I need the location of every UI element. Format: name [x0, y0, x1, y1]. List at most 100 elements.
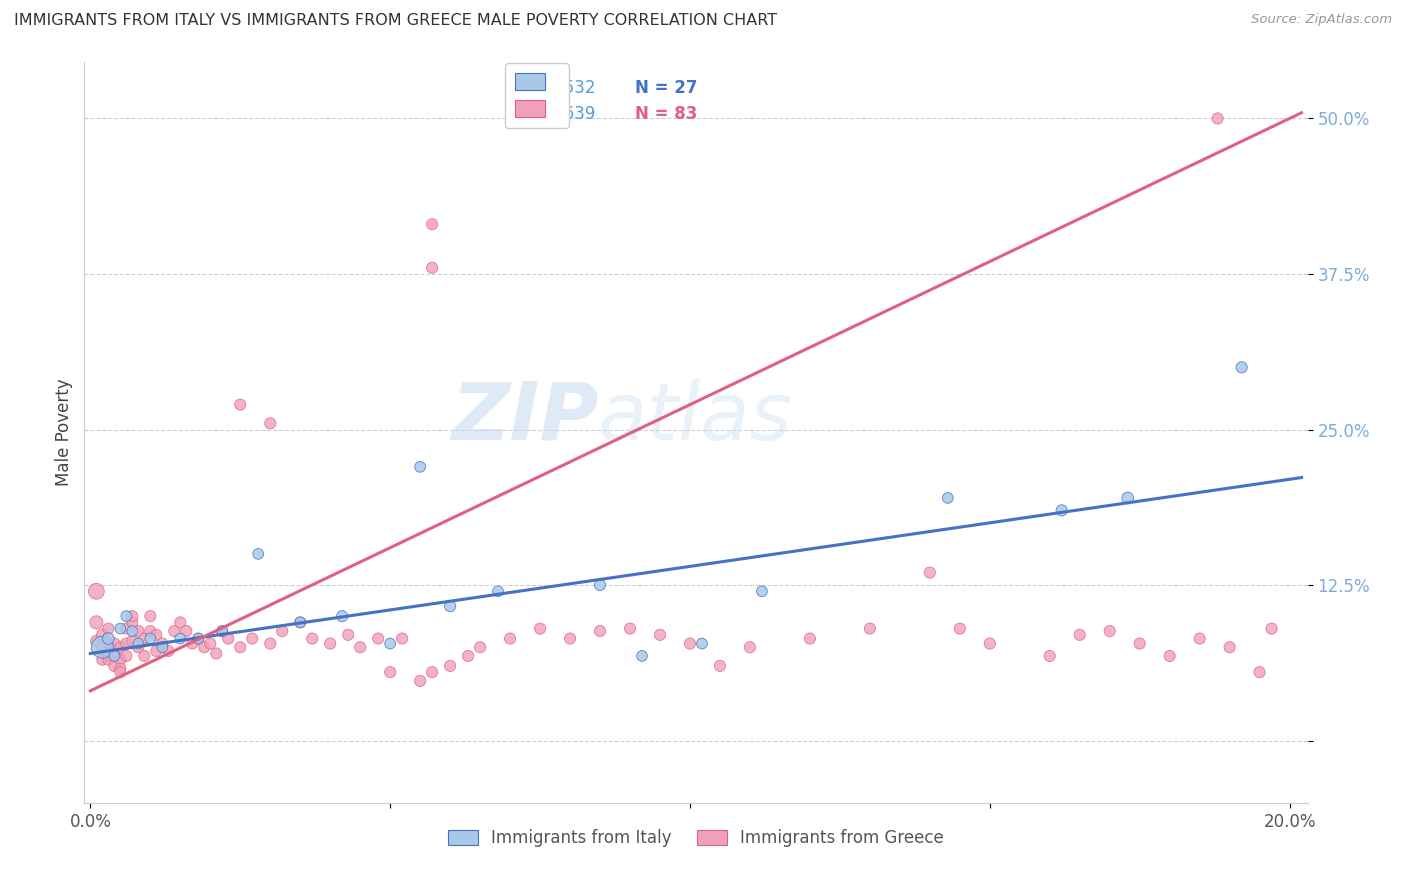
Point	[110, 622, 132, 636]
Point	[139, 609, 162, 624]
Point	[217, 632, 239, 646]
Point	[409, 459, 432, 474]
Point	[169, 632, 191, 646]
Point	[86, 615, 108, 630]
Point	[86, 584, 108, 599]
Point	[127, 636, 149, 650]
Point	[290, 615, 312, 630]
Point	[103, 647, 125, 661]
Point	[648, 628, 671, 642]
Point	[1230, 360, 1253, 375]
Point	[169, 615, 191, 630]
Point	[420, 665, 443, 680]
Point	[211, 624, 233, 638]
Point	[589, 624, 612, 638]
Point	[690, 636, 713, 650]
Point	[529, 622, 551, 636]
Text: ZIP: ZIP	[451, 379, 598, 457]
Point	[103, 659, 125, 673]
Point	[240, 632, 263, 646]
Point	[558, 632, 581, 646]
Point	[86, 634, 108, 648]
Point	[380, 636, 402, 650]
Point	[271, 624, 294, 638]
Point	[367, 632, 389, 646]
Point	[290, 615, 312, 630]
Point	[187, 632, 209, 646]
Y-axis label: Male Poverty: Male Poverty	[55, 379, 73, 486]
Point	[301, 632, 323, 646]
Point	[499, 632, 522, 646]
Point	[918, 566, 941, 580]
Point	[211, 624, 233, 638]
Point	[1159, 648, 1181, 663]
Point	[1039, 648, 1062, 663]
Point	[115, 609, 138, 624]
Point	[103, 636, 125, 650]
Point	[97, 653, 120, 667]
Point	[110, 653, 132, 667]
Point	[97, 636, 120, 650]
Point	[631, 648, 654, 663]
Point	[145, 644, 167, 658]
Point	[229, 640, 252, 655]
Point	[259, 417, 281, 431]
Point	[247, 547, 270, 561]
Point	[330, 609, 353, 624]
Point	[134, 632, 156, 646]
Point	[380, 665, 402, 680]
Point	[193, 640, 215, 655]
Text: R = 0.532: R = 0.532	[513, 79, 596, 97]
Point	[97, 632, 120, 646]
Text: N = 27: N = 27	[636, 79, 697, 97]
Point	[1116, 491, 1139, 505]
Point	[1098, 624, 1121, 638]
Point	[1249, 665, 1271, 680]
Text: N = 83: N = 83	[636, 105, 697, 123]
Point	[115, 648, 138, 663]
Point	[121, 609, 143, 624]
Point	[110, 661, 132, 675]
Point	[97, 648, 120, 663]
Point	[205, 647, 228, 661]
Point	[103, 648, 125, 663]
Point	[439, 659, 461, 673]
Point	[738, 640, 761, 655]
Point	[259, 636, 281, 650]
Point	[150, 640, 173, 655]
Point	[409, 673, 432, 688]
Point	[679, 636, 702, 650]
Text: IMMIGRANTS FROM ITALY VS IMMIGRANTS FROM GREECE MALE POVERTY CORRELATION CHART: IMMIGRANTS FROM ITALY VS IMMIGRANTS FROM…	[14, 13, 778, 29]
Point	[145, 628, 167, 642]
Point	[799, 632, 821, 646]
Point	[91, 640, 114, 655]
Point	[349, 640, 371, 655]
Point	[859, 622, 882, 636]
Point	[751, 584, 773, 599]
Point	[1260, 622, 1282, 636]
Point	[1129, 636, 1152, 650]
Point	[420, 217, 443, 231]
Point	[1069, 628, 1091, 642]
Point	[229, 398, 252, 412]
Point	[1206, 112, 1229, 126]
Point	[150, 636, 173, 650]
Point	[391, 632, 413, 646]
Point	[181, 636, 204, 650]
Point	[110, 665, 132, 680]
Point	[121, 624, 143, 638]
Point	[486, 584, 509, 599]
Point	[439, 599, 461, 614]
Point	[174, 624, 197, 638]
Point	[420, 260, 443, 275]
Point	[1050, 503, 1073, 517]
Point	[163, 624, 186, 638]
Point	[187, 632, 209, 646]
Point	[589, 578, 612, 592]
Legend: Immigrants from Italy, Immigrants from Greece: Immigrants from Italy, Immigrants from G…	[441, 822, 950, 854]
Point	[949, 622, 972, 636]
Point	[134, 648, 156, 663]
Point	[200, 636, 222, 650]
Point	[157, 644, 180, 658]
Point	[97, 622, 120, 636]
